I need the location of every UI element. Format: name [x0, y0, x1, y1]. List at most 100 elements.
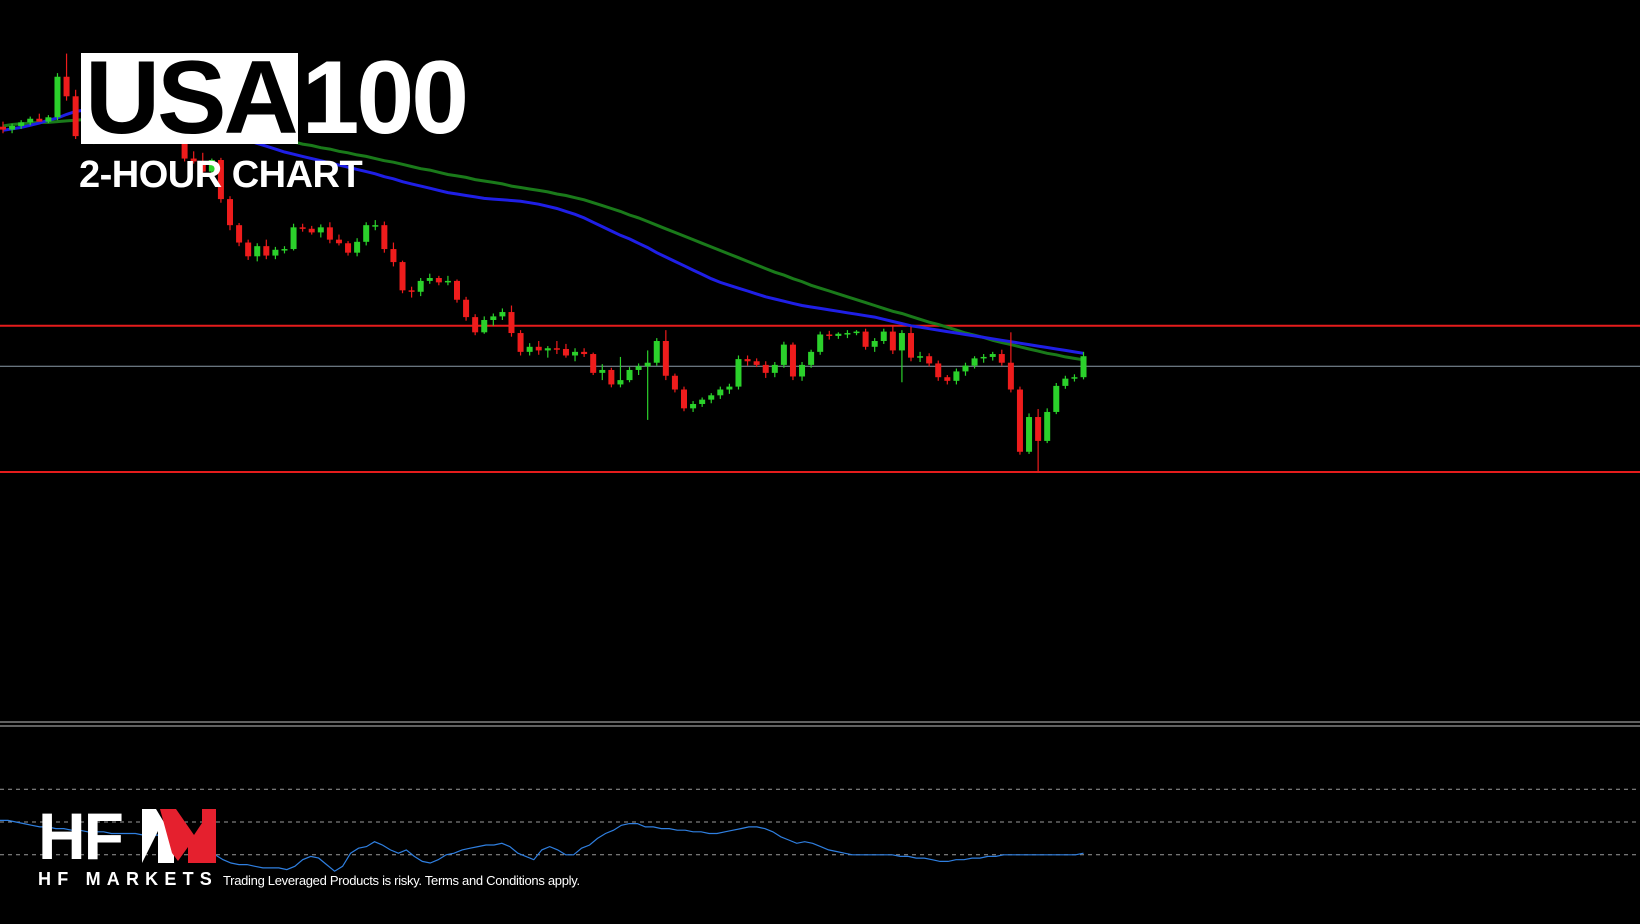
- candle-body: [490, 316, 497, 321]
- candle: [27, 116, 34, 126]
- candle: [417, 278, 424, 297]
- candle: [1035, 409, 1042, 472]
- candle-body: [345, 243, 352, 253]
- candle: [254, 243, 261, 262]
- candle: [789, 342, 796, 381]
- candle: [326, 222, 333, 244]
- candle-body: [771, 364, 778, 373]
- candle-body: [880, 331, 887, 342]
- candle: [0, 121, 6, 134]
- candle: [835, 332, 842, 339]
- candle-body: [599, 369, 606, 373]
- candle: [572, 348, 579, 362]
- candle: [463, 296, 470, 321]
- candle: [699, 397, 706, 407]
- candle-body: [499, 312, 506, 317]
- candle: [45, 115, 52, 124]
- candle: [989, 351, 996, 361]
- candle-body: [181, 135, 188, 159]
- chart-title: USA 100: [81, 46, 469, 150]
- candle: [517, 330, 524, 356]
- candle-body: [889, 331, 896, 351]
- candle: [481, 316, 488, 334]
- candle-body: [208, 160, 215, 172]
- candle-body: [581, 351, 588, 355]
- candle-body: [1035, 417, 1042, 441]
- logo-letters: HF: [38, 799, 124, 873]
- candle-body: [844, 333, 851, 335]
- candle-body: [789, 344, 796, 377]
- candle: [1044, 408, 1051, 444]
- candle: [1007, 332, 1014, 393]
- candle-body: [227, 199, 233, 226]
- candle-body: [508, 312, 515, 334]
- hfm-m-logo-icon: [142, 809, 216, 863]
- candle: [681, 386, 687, 412]
- candle: [1026, 413, 1033, 454]
- candle: [236, 222, 243, 247]
- candle: [998, 349, 1005, 366]
- candle-body: [535, 346, 542, 351]
- candle: [308, 225, 315, 235]
- candle-body: [63, 76, 70, 97]
- logo-tagline: HF MARKETS: [38, 869, 218, 889]
- candle: [762, 361, 769, 378]
- candle-body: [617, 380, 624, 385]
- candle: [780, 341, 787, 368]
- candle-body: [472, 317, 479, 333]
- candle: [562, 343, 569, 358]
- candle-body: [562, 348, 569, 356]
- candle-body: [372, 225, 379, 227]
- candle-body: [399, 262, 406, 291]
- candle-body: [917, 356, 924, 358]
- candle-body: [572, 351, 579, 356]
- candle-body: [326, 227, 333, 240]
- candle-body: [953, 371, 960, 381]
- candle: [889, 325, 896, 355]
- candle: [508, 305, 515, 337]
- candle-body: [699, 399, 706, 404]
- candle-body: [708, 395, 715, 400]
- candle-body: [1062, 378, 1069, 386]
- candle: [980, 354, 987, 363]
- candle-body: [590, 354, 597, 373]
- candle: [935, 360, 942, 381]
- chart-subtitle: 2-HOUR CHART: [79, 154, 363, 196]
- candle-body: [735, 359, 742, 387]
- candle: [272, 246, 279, 260]
- candle-body: [871, 341, 878, 347]
- candle: [581, 348, 588, 357]
- candle: [381, 221, 388, 253]
- candle: [1062, 375, 1069, 389]
- candle: [726, 383, 733, 394]
- candle-body: [1007, 362, 1014, 390]
- candle-body: [989, 354, 996, 357]
- candle-body: [199, 161, 206, 172]
- candle-body: [671, 375, 678, 390]
- candle: [444, 275, 451, 286]
- candle-body: [263, 246, 270, 256]
- candle: [808, 349, 815, 368]
- candle: [708, 393, 715, 404]
- candle-body: [626, 369, 633, 381]
- candle-body: [1053, 385, 1060, 412]
- candle: [753, 358, 760, 368]
- candle: [862, 328, 869, 350]
- candle-body: [435, 278, 442, 283]
- candle-body: [962, 365, 969, 372]
- candle-body: [726, 386, 733, 390]
- candle: [245, 239, 252, 260]
- candle: [644, 350, 651, 420]
- candle-body: [217, 160, 224, 200]
- candle-body: [998, 354, 1005, 363]
- candle: [953, 368, 960, 385]
- candle-body: [517, 333, 524, 352]
- candle-body: [9, 125, 16, 130]
- candle: [9, 123, 16, 134]
- candle-body: [717, 389, 724, 396]
- candle: [454, 279, 460, 303]
- candle-body: [944, 377, 951, 381]
- candle: [63, 53, 70, 101]
- candle: [826, 330, 833, 340]
- candle: [263, 239, 270, 260]
